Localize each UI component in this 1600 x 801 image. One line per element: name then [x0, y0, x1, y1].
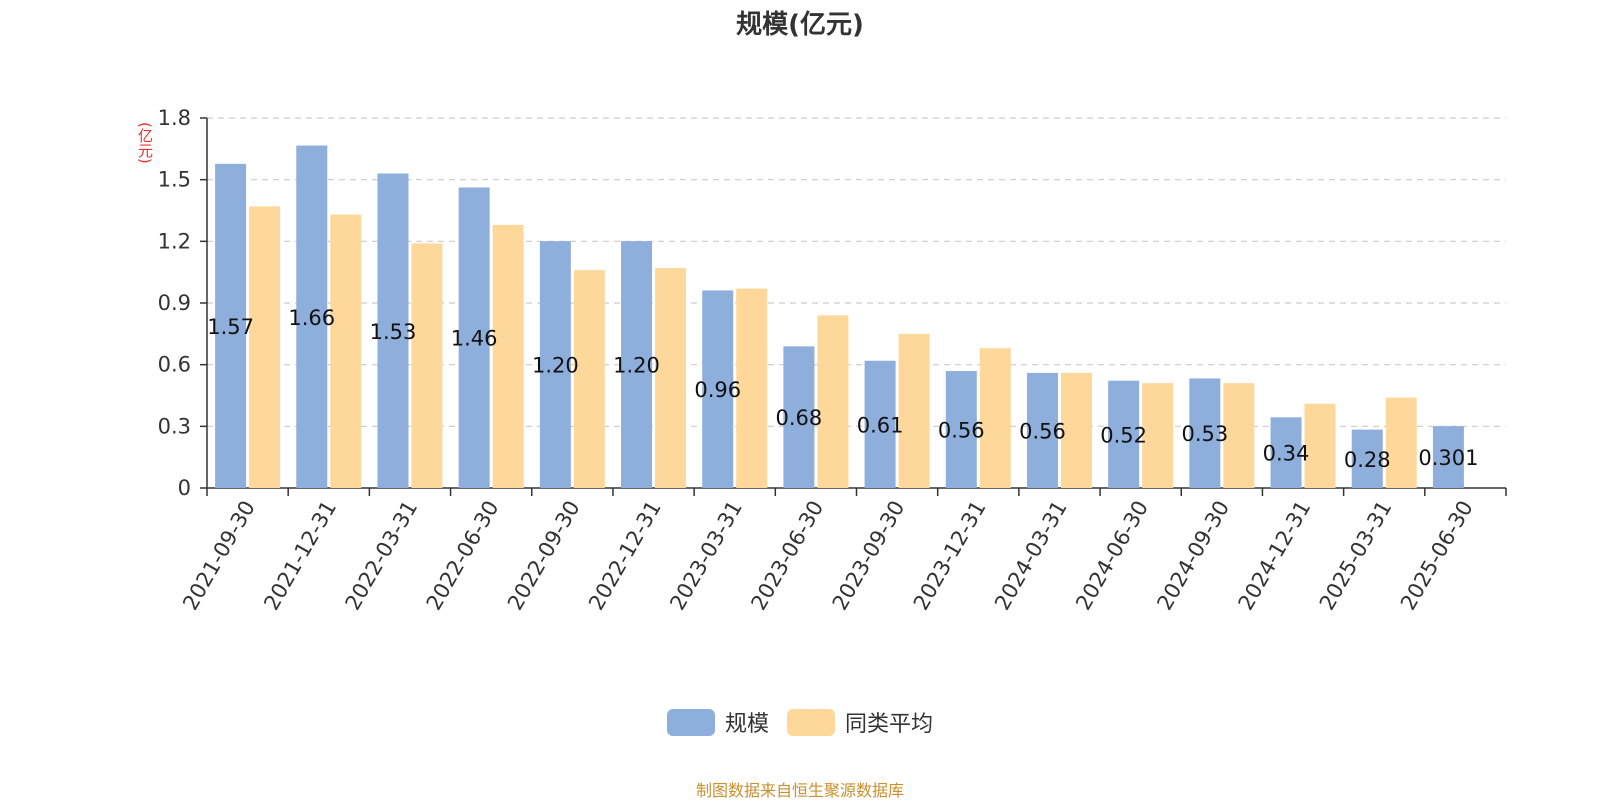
bar-peer-average — [573, 270, 605, 488]
bar-scale — [1026, 372, 1058, 488]
bar-chart: 0 0.3 0.6 0.9 1.2 1.5 1.8 1.57 2021-09-30 1.66 202… — [158, 106, 1507, 615]
x-tick-label: 2023-12-31 — [909, 497, 991, 615]
y-axis-unit-label: (亿元) — [136, 122, 154, 164]
bar-data-label: 0.52 — [1100, 423, 1147, 447]
legend-label-scale: 规模 — [724, 712, 769, 737]
bar-scale — [621, 241, 653, 488]
bar-data-label: 0.28 — [1344, 448, 1391, 472]
y-tick-label: 0 — [178, 476, 191, 500]
bar-peer-average — [655, 268, 687, 488]
x-tick-label: 2022-03-31 — [340, 497, 422, 615]
bar-scale — [296, 145, 328, 489]
bar-scale — [864, 360, 896, 488]
y-tick-label: 0.3 — [158, 414, 191, 438]
bar-scale — [1270, 417, 1302, 488]
chart-title: 规模(亿元) — [736, 10, 864, 40]
bar-peer-average — [1060, 372, 1092, 488]
bar-scale — [215, 163, 247, 489]
bar-scale — [458, 187, 490, 488]
bar-data-label: 1.46 — [451, 327, 498, 351]
y-tick-label: 0.9 — [158, 291, 191, 315]
bar-data-label: 0.56 — [938, 419, 985, 443]
legend-item-peer-average[interactable]: 同类平均 — [787, 706, 933, 738]
data-source-note: 制图数据来自恒生聚源数据库 — [695, 781, 904, 800]
x-tick-label: 2022-06-30 — [422, 497, 504, 615]
bar-data-label: 1.66 — [288, 306, 335, 330]
bar-scale — [377, 173, 409, 488]
legend: 规模 同类平均 — [0, 706, 1600, 738]
bar-peer-average — [736, 288, 768, 488]
bar-scale — [1189, 378, 1221, 488]
bar-peer-average — [249, 206, 281, 488]
x-tick-label: 2023-03-31 — [665, 497, 747, 615]
y-tick-label: 0.6 — [158, 353, 191, 377]
x-tick-label: 2023-09-30 — [828, 497, 910, 615]
legend-item-scale[interactable]: 规模 — [666, 706, 769, 738]
bar-scale — [702, 290, 734, 488]
x-tick-label: 2025-03-31 — [1315, 497, 1397, 615]
bar-scale — [945, 371, 977, 488]
bar-peer-average — [1142, 383, 1174, 488]
bar-peer-average — [898, 333, 930, 488]
x-tick-label: 2022-09-30 — [503, 497, 585, 615]
x-tick-label: 2025-06-30 — [1396, 497, 1478, 615]
x-tick-label: 2024-09-30 — [1152, 497, 1234, 615]
bar-data-label: 0.53 — [1181, 422, 1228, 446]
bar-scale — [1432, 426, 1464, 488]
y-tick-label: 1.8 — [158, 106, 191, 130]
x-tick-label: 2021-12-31 — [259, 497, 341, 615]
x-tick-label: 2022-12-31 — [584, 497, 666, 615]
y-tick-label: 1.5 — [158, 168, 191, 192]
bar-peer-average — [492, 224, 524, 488]
x-tick-label: 2024-06-30 — [1071, 497, 1153, 615]
bar-peer-average — [979, 348, 1011, 488]
legend-swatch-peer-average — [787, 708, 835, 736]
bar-scale — [783, 346, 815, 488]
bar-data-label: 1.53 — [370, 320, 417, 344]
bar-scale — [539, 241, 571, 488]
bar-data-label: 1.20 — [613, 354, 660, 378]
x-tick-label: 2023-06-30 — [746, 497, 828, 615]
bar-scale — [1351, 429, 1383, 488]
bar-peer-average — [330, 214, 362, 488]
bar-peer-average — [817, 315, 849, 488]
bar-data-label: 0.68 — [776, 406, 823, 430]
bar-data-label: 1.57 — [207, 315, 254, 339]
bar-data-label: 0.56 — [1019, 419, 1066, 443]
bar-scale — [1108, 380, 1140, 488]
bar-peer-average — [1385, 397, 1417, 488]
x-tick-label: 2024-03-31 — [990, 497, 1072, 615]
bar-data-label: 1.20 — [532, 354, 579, 378]
bar-peer-average — [1304, 403, 1336, 488]
legend-label-peer-average: 同类平均 — [845, 712, 934, 737]
bar-peer-average — [411, 243, 443, 488]
bar-peer-average — [1223, 383, 1255, 488]
bar-data-label: 0.96 — [694, 378, 741, 402]
y-tick-label: 1.2 — [158, 229, 191, 253]
x-tick-label: 2024-12-31 — [1234, 497, 1316, 615]
x-tick-label: 2021-09-30 — [178, 497, 260, 615]
bar-data-label: 0.34 — [1263, 442, 1310, 466]
legend-swatch-scale — [666, 708, 715, 736]
bar-data-label: 0.61 — [857, 413, 904, 437]
bar-data-label: 0.301 — [1418, 446, 1478, 470]
